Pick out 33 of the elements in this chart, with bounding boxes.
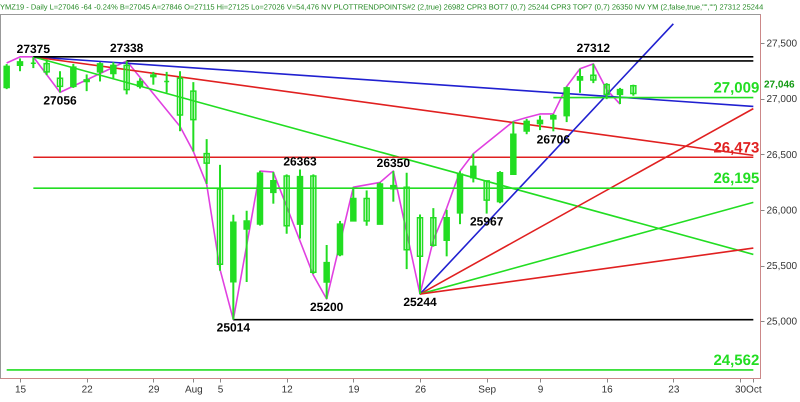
text: 27,046: [764, 79, 796, 90]
x-tick-label: 9: [538, 384, 544, 396]
y-tick-label: 27,500: [766, 38, 798, 50]
y-tick-label: 27,000: [766, 94, 798, 106]
text: 27056: [43, 93, 77, 108]
x-tick-label: Oct: [746, 384, 762, 396]
x-tick-label: 30: [734, 384, 746, 396]
y-tick-label: 26,500: [766, 150, 798, 161]
text: 25014: [216, 320, 250, 335]
x-tick-label: 23: [668, 384, 680, 396]
x-tick-label: 22: [82, 384, 94, 396]
text: 27312: [576, 40, 610, 55]
x-tick-label: 26: [414, 384, 426, 396]
text: 25200: [310, 300, 344, 314]
y-tick-label: 25,000: [766, 316, 798, 328]
text: 27338: [110, 40, 144, 55]
x-tick-label: 12: [282, 384, 294, 396]
x-tick-label: Sep: [478, 384, 496, 396]
y-tick-label: 26,000: [766, 205, 798, 216]
x-tick-label: 16: [602, 384, 614, 396]
y-tick-label: 25,500: [766, 261, 798, 272]
x-tick-label: Aug: [184, 384, 203, 396]
series-label: 26,195: [713, 170, 760, 188]
x-tick-label: 19: [348, 384, 360, 396]
text: 26363: [283, 154, 317, 169]
text: 27375: [16, 42, 50, 56]
series-label: 27,009: [713, 80, 760, 97]
x-tick-label: 29: [148, 384, 160, 396]
text: 26350: [376, 156, 410, 170]
x-tick-label: 15: [14, 384, 26, 396]
series-label: 24,562: [713, 352, 760, 369]
x-tick-label: 5: [218, 384, 224, 396]
text: 25244: [403, 295, 437, 310]
